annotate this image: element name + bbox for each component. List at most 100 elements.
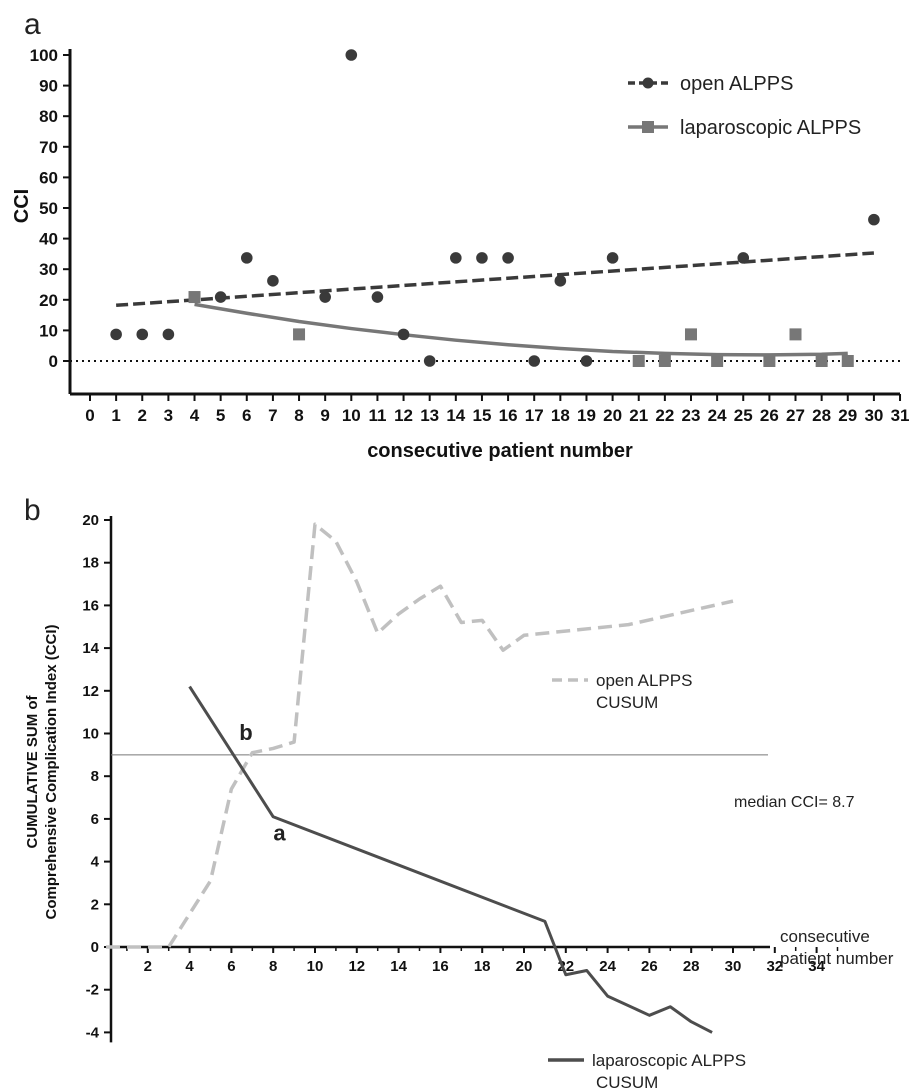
open-alpps-point bbox=[136, 328, 149, 341]
x-tick-label: 11 bbox=[368, 406, 386, 425]
y-tick-label: 60 bbox=[39, 168, 58, 187]
panel-a-label: a bbox=[24, 8, 41, 41]
x-tick-label: 6 bbox=[227, 958, 235, 975]
open-alpps-point bbox=[214, 291, 227, 303]
panel-b-y-axis-label-line1: CUMULATIVE SUM of bbox=[24, 694, 41, 848]
y-tick-label: 10 bbox=[39, 321, 58, 340]
open-alpps-point bbox=[240, 252, 253, 264]
x-tick-label: 27 bbox=[786, 406, 805, 425]
y-tick-label: 6 bbox=[91, 811, 99, 828]
open-alpps-point bbox=[737, 252, 750, 264]
y-tick-label: 18 bbox=[82, 555, 99, 572]
laparoscopic-alpps-point bbox=[711, 355, 724, 367]
open-alpps-point bbox=[423, 355, 436, 367]
x-tick-label: 0 bbox=[85, 406, 94, 425]
x-tick-label: 22 bbox=[655, 406, 674, 425]
laparoscopic-alpps-point bbox=[763, 355, 776, 367]
y-tick-label: 50 bbox=[39, 199, 58, 218]
x-tick-label: 13 bbox=[420, 406, 439, 425]
y-tick-label: 0 bbox=[91, 939, 99, 956]
x-tick-label: 15 bbox=[472, 406, 491, 425]
x-tick-label: 6 bbox=[242, 406, 251, 425]
annotation-a: a bbox=[273, 820, 286, 845]
panel-b-legend-lap: laparoscopic ALPPS CUSUM bbox=[548, 1051, 746, 1092]
laparoscopic-alpps-point bbox=[188, 291, 201, 304]
panel-a-legend: open ALPPS laparoscopic ALPPS bbox=[628, 73, 861, 139]
x-tick-label: 7 bbox=[268, 406, 277, 425]
laparoscopic-alpps-point bbox=[293, 328, 306, 341]
x-tick-label: 19 bbox=[577, 406, 596, 425]
x-tick-label: 14 bbox=[446, 406, 465, 425]
laparoscopic-alpps-point bbox=[684, 328, 697, 341]
laparoscopic-alpps-point bbox=[841, 355, 854, 367]
y-tick-label: 14 bbox=[82, 640, 99, 657]
x-tick-label: 2 bbox=[144, 958, 152, 975]
open-alpps-point bbox=[476, 252, 488, 264]
open-alpps-point bbox=[371, 291, 384, 303]
legend-open-cusum-label-line1: open ALPPS bbox=[596, 671, 692, 690]
open-alpps-point bbox=[450, 252, 462, 264]
legend-open-cusum-label-line2: CUSUM bbox=[596, 693, 658, 712]
panel-b-legend-open: open ALPPS CUSUM bbox=[552, 671, 692, 712]
open-alpps-trend-line bbox=[116, 251, 875, 308]
y-tick-label: 90 bbox=[39, 77, 58, 96]
open-alpps-cusum-line bbox=[106, 522, 734, 949]
legend-open-alpps-label: open ALPPS bbox=[680, 73, 793, 95]
x-tick-label: 24 bbox=[599, 958, 616, 975]
x-tick-label: 12 bbox=[348, 958, 365, 975]
panel-a-y-axis-label: CCI bbox=[11, 189, 33, 223]
x-tick-label: 16 bbox=[499, 406, 518, 425]
y-tick-label: 8 bbox=[91, 768, 99, 785]
x-tick-label: 23 bbox=[682, 406, 701, 425]
x-tick-label: 2 bbox=[138, 406, 147, 425]
x-tick-label: 21 bbox=[629, 406, 648, 425]
legend-lap-cusum-label-line1: laparoscopic ALPPS bbox=[592, 1051, 746, 1070]
x-tick-label: 34 bbox=[808, 958, 825, 975]
x-tick-label: 30 bbox=[725, 958, 742, 975]
open-alpps-point bbox=[345, 49, 358, 61]
x-tick-label: 5 bbox=[216, 406, 225, 425]
x-tick-label: 31 bbox=[891, 406, 910, 425]
panel-a-x-axis-label: consecutive patient number bbox=[367, 440, 633, 462]
y-tick-label: 30 bbox=[39, 260, 58, 279]
panel-a-plot: 0 1 2 3 4 5 6 7 8 9 10 11 12 13 14 15 16 17 18 19 20 21 22 23 24… bbox=[30, 46, 910, 425]
open-alpps-point bbox=[267, 275, 279, 287]
y-tick-label: 70 bbox=[39, 138, 58, 157]
y-tick-label: 40 bbox=[39, 230, 58, 249]
laparoscopic-alpps-cusum-line bbox=[188, 685, 713, 1034]
x-tick-label: 17 bbox=[525, 406, 544, 425]
x-tick-label: 18 bbox=[551, 406, 570, 425]
panel-b-x-axis-label-line2: patient number bbox=[780, 949, 894, 968]
y-tick-label: 12 bbox=[82, 683, 99, 700]
legend-lap-alpps-marker bbox=[642, 121, 654, 133]
open-alpps-point bbox=[580, 355, 593, 367]
x-tick-label: 18 bbox=[474, 958, 491, 975]
x-tick-label: 9 bbox=[320, 406, 329, 425]
open-alpps-point bbox=[868, 213, 880, 226]
median-line-label: median CCI= 8.7 bbox=[734, 794, 855, 811]
legend-lap-alpps-label: laparoscopic ALPPS bbox=[680, 117, 861, 139]
laparoscopic-alpps-point bbox=[658, 355, 671, 367]
panel-b-x-axis-label-line1: consecutive bbox=[780, 927, 870, 946]
x-tick-label: 28 bbox=[683, 958, 700, 975]
x-tick-label: 26 bbox=[760, 406, 779, 425]
y-tick-label: -2 bbox=[86, 982, 99, 999]
x-tick-label: 8 bbox=[269, 958, 277, 975]
panel-b-label: b bbox=[24, 494, 41, 527]
open-alpps-point bbox=[502, 252, 514, 264]
y-tick-label: 10 bbox=[82, 726, 99, 743]
x-tick-label: 8 bbox=[294, 406, 303, 425]
y-tick-label: 100 bbox=[30, 46, 58, 65]
x-tick-label: 28 bbox=[812, 406, 831, 425]
laparoscopic-alpps-trend-line bbox=[194, 302, 848, 357]
x-tick-label: 20 bbox=[516, 958, 533, 975]
open-alpps-point bbox=[397, 328, 410, 341]
open-alpps-point bbox=[110, 328, 122, 341]
y-tick-label: 2 bbox=[91, 896, 99, 913]
x-tick-label: 4 bbox=[185, 958, 194, 975]
y-tick-label: 16 bbox=[82, 597, 99, 614]
x-tick-label: 14 bbox=[390, 958, 407, 975]
x-tick-label: 1 bbox=[111, 406, 120, 425]
laparoscopic-alpps-point bbox=[789, 328, 802, 341]
